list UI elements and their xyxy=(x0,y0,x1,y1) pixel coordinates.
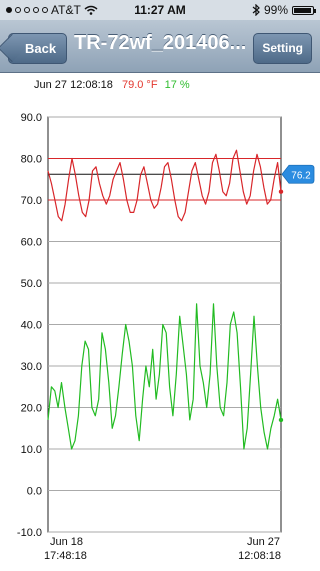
x-start-time-label: 17:48:18 xyxy=(44,550,87,562)
marker-badge xyxy=(281,164,315,184)
signal-dot xyxy=(15,7,21,13)
battery-percent: 99% xyxy=(263,3,288,17)
y-tick-label: 40.0 xyxy=(21,320,42,332)
y-tick-label: 60.0 xyxy=(21,237,42,249)
signal-dot xyxy=(33,7,39,13)
humidity-end-point xyxy=(278,417,284,423)
status-time: 11:27 AM xyxy=(134,3,186,17)
setting-button[interactable]: Setting xyxy=(253,33,312,64)
humidity-series-line xyxy=(47,303,282,450)
back-button[interactable]: Back xyxy=(8,33,68,64)
bluetooth-icon xyxy=(252,4,260,16)
y-tick-label: 30.0 xyxy=(21,361,42,373)
temperature-series-line xyxy=(47,149,282,222)
readout-temperature: 79.0 °F xyxy=(121,79,158,91)
signal-and-carrier: AT&T xyxy=(6,3,98,17)
x-end-date-label: Jun 27 xyxy=(247,536,280,548)
back-button-label: Back xyxy=(25,41,57,56)
signal-dot xyxy=(24,7,30,13)
navigation-bar: Back TR-72wf_201406... Setting xyxy=(0,20,320,73)
status-right: 99% xyxy=(252,3,316,17)
status-bar: AT&T 11:27 AM 99% xyxy=(0,0,320,20)
temperature-end-point xyxy=(278,189,284,194)
current-readout: Jun 27 12:08:18 79.0 °F 17 % xyxy=(34,79,190,91)
readout-humidity: 17 % xyxy=(164,79,190,91)
signal-dot xyxy=(42,7,48,13)
y-tick-label: 90.0 xyxy=(21,112,42,124)
marker-value-label: 76.2 xyxy=(291,170,311,181)
y-tick-label: 70.0 xyxy=(21,195,42,207)
x-start-date-label: Jun 18 xyxy=(50,536,83,548)
wifi-icon xyxy=(84,5,98,15)
y-tick-label: 80.0 xyxy=(21,154,42,166)
carrier-name: AT&T xyxy=(51,3,81,17)
y-tick-label: 0.0 xyxy=(27,486,42,498)
y-tick-label: 20.0 xyxy=(21,403,42,415)
y-tick-label: -10.0 xyxy=(17,527,42,539)
y-tick-label: 10.0 xyxy=(21,444,42,456)
readout-datetime: Jun 27 12:08:18 xyxy=(34,79,113,91)
signal-dot xyxy=(6,7,12,13)
battery-icon xyxy=(292,5,316,15)
y-tick-label: 50.0 xyxy=(21,278,42,290)
x-end-time-label: 12:08:18 xyxy=(238,550,281,562)
